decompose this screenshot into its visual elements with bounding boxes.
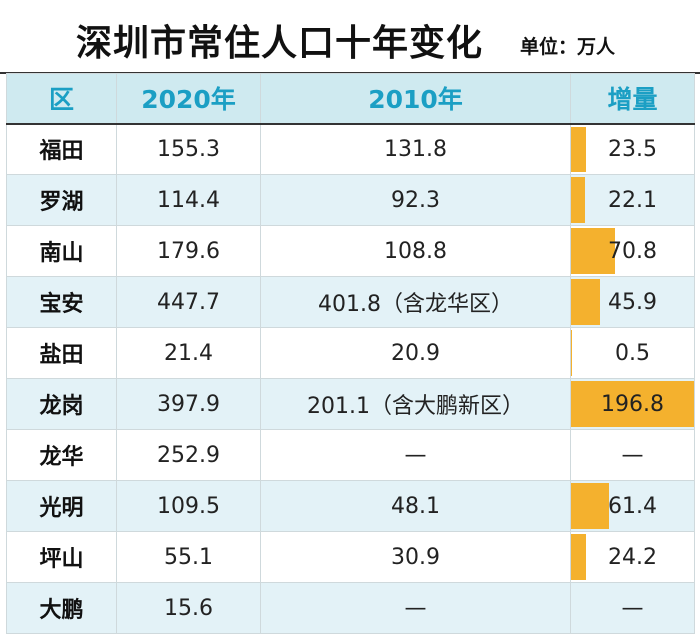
- unit-label: 单位：万人: [520, 36, 616, 58]
- table-row: 盐田 21.4 20.9 0.5: [6, 327, 695, 379]
- increase-label: 22.1: [608, 187, 657, 213]
- increase-cell: 22.1: [570, 174, 695, 226]
- increase-bar: [571, 177, 585, 223]
- table-row: 大鹏 15.6 — —: [6, 582, 695, 634]
- value-2020-cell: 252.9: [116, 429, 261, 481]
- table-row: 罗湖 114.4 92.3 22.1: [6, 174, 695, 226]
- value-2010-cell: 20.9: [260, 327, 571, 379]
- column-header-2020: 2020年: [116, 73, 261, 125]
- increase-label: 45.9: [608, 289, 657, 315]
- population-table: 区 2020年 2010年 增量 福田 155.3 131.8 23.5 罗湖 …: [6, 73, 695, 634]
- increase-label: 24.2: [608, 544, 657, 570]
- increase-cell: —: [570, 582, 695, 634]
- value-2010-cell: —: [260, 582, 571, 634]
- increase-bar: [571, 279, 600, 325]
- district-cell: 宝安: [6, 276, 117, 328]
- increase-label: —: [621, 595, 644, 621]
- table-row: 宝安 447.7 401.8（含龙华区） 45.9: [6, 276, 695, 328]
- value-2020-cell: 155.3: [116, 123, 261, 175]
- increase-bar: [571, 228, 615, 274]
- column-header-2010: 2010年: [260, 73, 571, 125]
- increase-label: 70.8: [608, 238, 657, 264]
- district-cell: 龙华: [6, 429, 117, 481]
- district-cell: 坪山: [6, 531, 117, 583]
- increase-cell: 61.4: [570, 480, 695, 532]
- district-cell: 福田: [6, 123, 117, 175]
- district-cell: 龙岗: [6, 378, 117, 430]
- title-bar: 深圳市常住人口十年变化 单位：万人: [0, 0, 700, 74]
- increase-cell: 196.8: [570, 378, 695, 430]
- increase-cell: —: [570, 429, 695, 481]
- value-2020-cell: 114.4: [116, 174, 261, 226]
- increase-bar: [571, 381, 694, 427]
- value-2010-cell: 201.1（含大鹏新区）: [260, 378, 571, 430]
- value-2020-cell: 447.7: [116, 276, 261, 328]
- table-header-row: 区 2020年 2010年 增量: [6, 73, 695, 125]
- value-2010-cell: 401.8（含龙华区）: [260, 276, 571, 328]
- increase-cell: 0.5: [570, 327, 695, 379]
- increase-cell: 24.2: [570, 531, 695, 583]
- table-row: 龙华 252.9 — —: [6, 429, 695, 481]
- value-2010-cell: 48.1: [260, 480, 571, 532]
- increase-bar: [571, 126, 586, 172]
- value-2020-cell: 55.1: [116, 531, 261, 583]
- table-row: 南山 179.6 108.8 70.8: [6, 225, 695, 277]
- value-2010-cell: 92.3: [260, 174, 571, 226]
- column-header-increase: 增量: [570, 73, 695, 125]
- table-row: 龙岗 397.9 201.1（含大鹏新区） 196.8: [6, 378, 695, 430]
- value-2020-cell: 21.4: [116, 327, 261, 379]
- increase-label: 196.8: [601, 391, 664, 417]
- district-cell: 光明: [6, 480, 117, 532]
- table-row: 光明 109.5 48.1 61.4: [6, 480, 695, 532]
- increase-label: 61.4: [608, 493, 657, 519]
- column-header-district: 区: [6, 73, 117, 125]
- value-2010-cell: —: [260, 429, 571, 481]
- value-2020-cell: 179.6: [116, 225, 261, 277]
- district-cell: 大鹏: [6, 582, 117, 634]
- increase-label: —: [621, 442, 644, 468]
- value-2020-cell: 109.5: [116, 480, 261, 532]
- increase-bar: [571, 483, 609, 529]
- table-row: 福田 155.3 131.8 23.5: [6, 123, 695, 175]
- increase-label: 23.5: [608, 136, 657, 162]
- increase-label: 0.5: [615, 340, 650, 366]
- value-2010-cell: 30.9: [260, 531, 571, 583]
- increase-cell: 70.8: [570, 225, 695, 277]
- value-2010-cell: 131.8: [260, 123, 571, 175]
- table-row: 坪山 55.1 30.9 24.2: [6, 531, 695, 583]
- increase-cell: 45.9: [570, 276, 695, 328]
- value-2020-cell: 15.6: [116, 582, 261, 634]
- district-cell: 南山: [6, 225, 117, 277]
- value-2010-cell: 108.8: [260, 225, 571, 277]
- chart-title: 深圳市常住人口十年变化: [76, 23, 484, 64]
- increase-cell: 23.5: [570, 123, 695, 175]
- increase-bar: [571, 330, 572, 376]
- value-2020-cell: 397.9: [116, 378, 261, 430]
- district-cell: 罗湖: [6, 174, 117, 226]
- increase-bar: [571, 534, 586, 580]
- district-cell: 盐田: [6, 327, 117, 379]
